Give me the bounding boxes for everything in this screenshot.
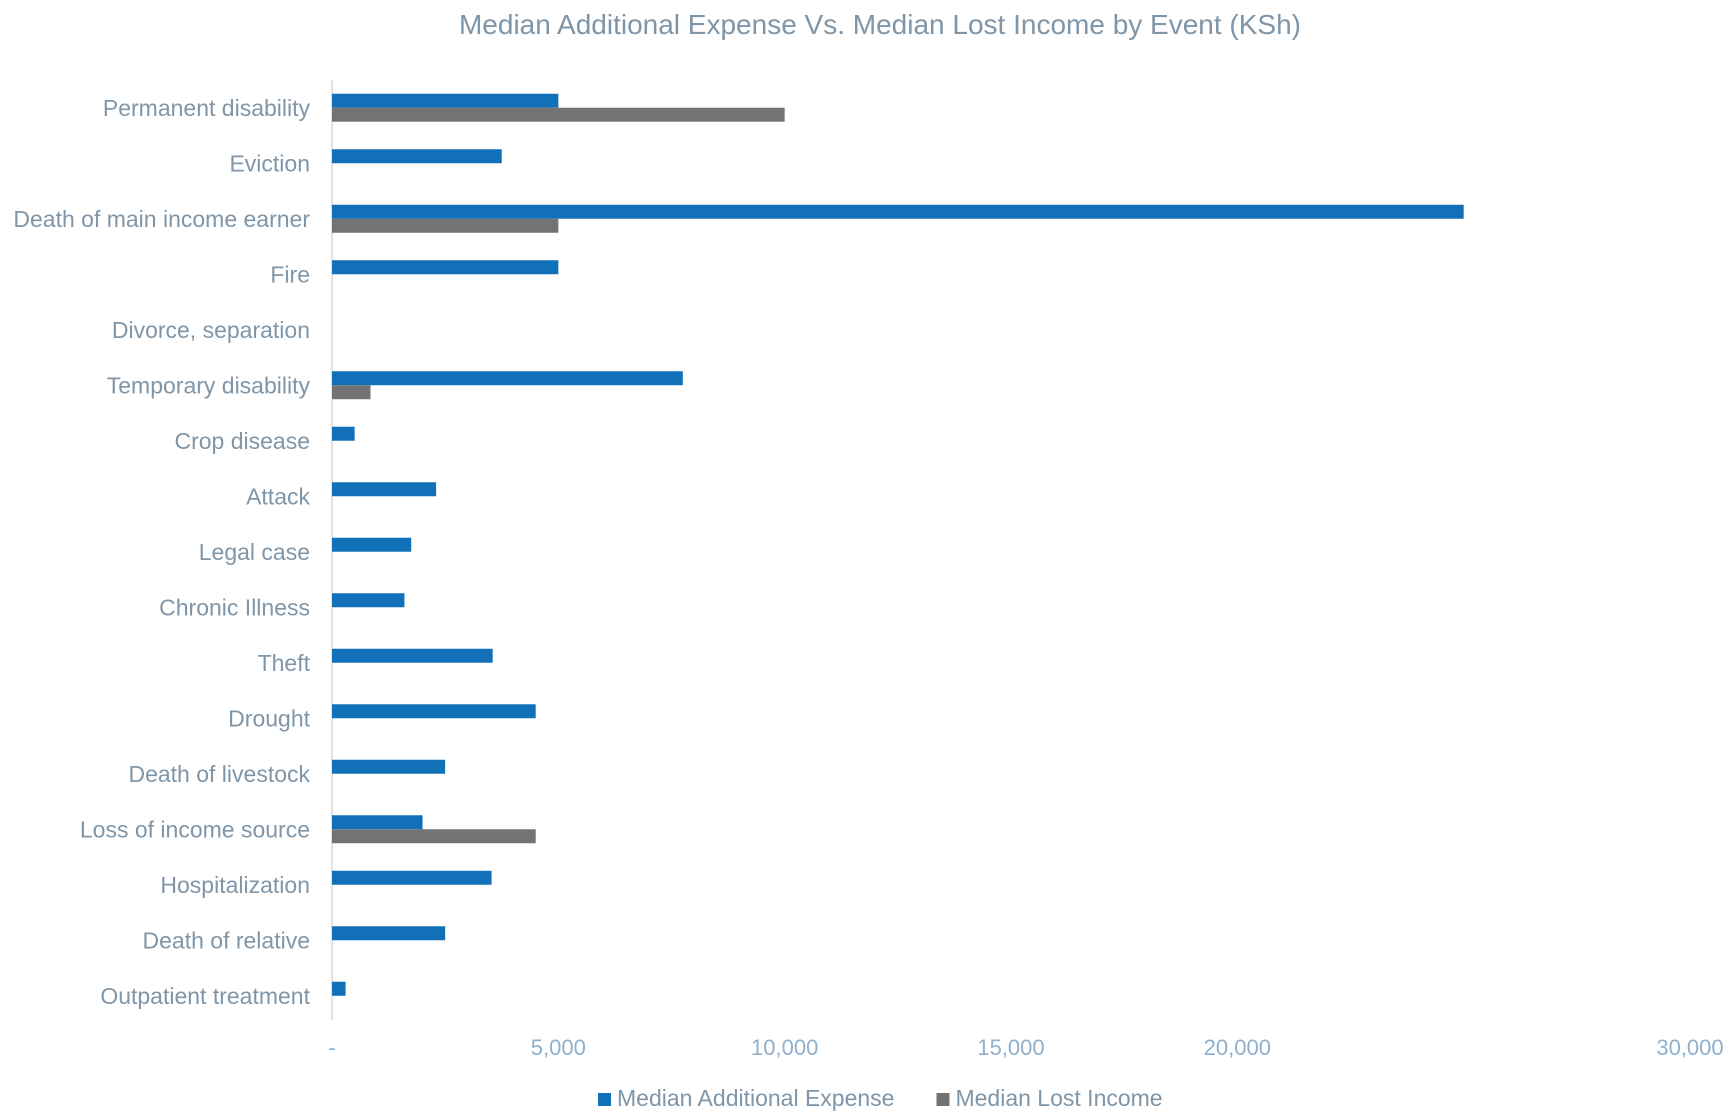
category-label: Death of livestock (128, 761, 310, 787)
bars-group (332, 93, 1464, 996)
category-label: Death of relative (143, 927, 310, 953)
bar-additional-expense (332, 648, 493, 663)
bar-lost-income (332, 218, 559, 233)
bar-additional-expense (332, 870, 492, 885)
category-label: Temporary disability (107, 372, 311, 398)
bar-lost-income (332, 107, 785, 122)
bar-additional-expense (332, 260, 559, 275)
bar-lost-income (332, 385, 371, 400)
category-label: Chronic Illness (159, 594, 310, 620)
bar-additional-expense (332, 815, 423, 830)
legend-swatch (598, 1093, 611, 1106)
category-label: Death of main income earner (13, 206, 310, 232)
bar-additional-expense (332, 93, 559, 108)
bar-additional-expense (332, 593, 405, 608)
bar-additional-expense (332, 926, 446, 941)
x-tick-label: 15,000 (977, 1035, 1044, 1060)
category-label: Theft (258, 650, 311, 676)
category-label: Legal case (199, 539, 310, 565)
bar-additional-expense (332, 981, 346, 996)
bar-additional-expense (332, 149, 502, 164)
bar-additional-expense (332, 371, 683, 386)
chart-title: Median Additional Expense Vs. Median Los… (459, 9, 1301, 40)
legend-label: Median Additional Expense (617, 1085, 894, 1111)
x-tick-label: 5,000 (531, 1035, 586, 1060)
category-label: Divorce, separation (112, 317, 310, 343)
category-label: Drought (228, 705, 310, 731)
legend-swatch (936, 1093, 950, 1106)
category-label: Loss of income source (80, 816, 310, 842)
bar-additional-expense (332, 537, 412, 552)
category-label: Hospitalization (160, 872, 310, 898)
bar-lost-income (332, 829, 536, 844)
legend-label: Median Lost Income (955, 1085, 1162, 1111)
x-tick-label: 30,000 (1656, 1035, 1723, 1060)
x-tick-label: 20,000 (1204, 1035, 1271, 1060)
category-label: Fire (270, 261, 310, 287)
legend: Median Additional Expense Median Lost Inc… (598, 1085, 1163, 1111)
x-tick-label: - (328, 1035, 335, 1060)
category-label: Attack (246, 483, 310, 509)
category-label: Crop disease (174, 428, 310, 454)
bar-additional-expense (332, 204, 1464, 219)
x-tick-labels: - 5,000 10,000 15,000 20,000 30,000 (328, 1035, 1723, 1060)
bar-additional-expense (332, 426, 355, 441)
bar-additional-expense (332, 704, 536, 719)
category-label: Eviction (229, 150, 310, 176)
x-tick-label: 10,000 (751, 1035, 818, 1060)
category-label: Outpatient treatment (100, 983, 310, 1009)
category-labels: Permanent disability Eviction Death of mai… (13, 95, 310, 1009)
category-label: Permanent disability (103, 95, 311, 121)
bar-additional-expense (332, 759, 446, 774)
bar-additional-expense (332, 482, 437, 497)
